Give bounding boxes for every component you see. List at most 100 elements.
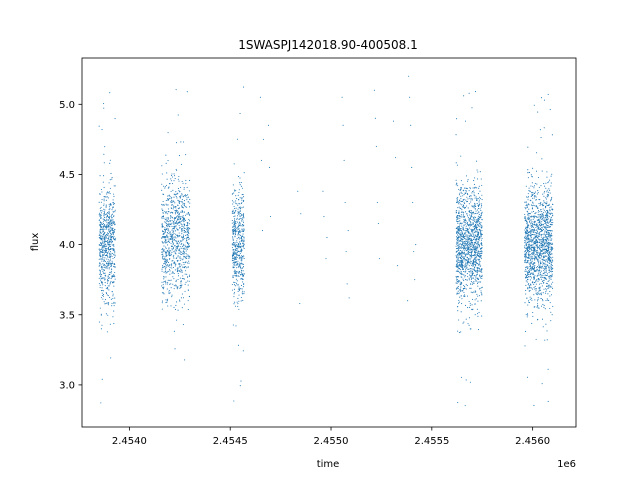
data-point xyxy=(463,241,465,243)
data-point xyxy=(524,239,526,242)
data-point xyxy=(181,198,183,200)
data-point xyxy=(101,282,103,284)
data-point xyxy=(470,287,472,289)
data-point xyxy=(478,233,480,235)
data-point xyxy=(232,257,234,259)
data-point xyxy=(238,290,240,292)
data-point xyxy=(547,266,549,268)
data-point xyxy=(161,208,163,210)
data-point xyxy=(187,196,189,198)
data-point xyxy=(474,177,476,179)
data-point xyxy=(106,253,108,255)
data-point xyxy=(533,231,535,233)
data-point xyxy=(551,219,553,221)
data-point xyxy=(549,226,551,228)
data-point xyxy=(457,230,459,232)
data-point xyxy=(468,261,470,263)
data-point xyxy=(545,218,547,220)
data-point xyxy=(538,228,540,230)
data-point xyxy=(465,243,468,245)
data-point xyxy=(235,231,237,233)
data-point xyxy=(238,191,240,194)
data-point xyxy=(524,247,526,249)
data-point xyxy=(533,241,535,243)
data-point xyxy=(170,233,172,235)
data-point xyxy=(181,271,183,273)
data-point xyxy=(240,278,242,280)
data-point xyxy=(531,234,533,236)
data-point xyxy=(480,236,482,238)
data-point xyxy=(540,97,543,99)
data-point xyxy=(466,234,468,236)
data-point xyxy=(184,194,186,196)
data-point xyxy=(550,239,552,242)
data-point xyxy=(238,228,240,230)
data-point xyxy=(551,275,553,277)
data-point xyxy=(166,178,168,180)
data-point xyxy=(465,265,467,267)
data-point xyxy=(242,217,244,219)
data-point xyxy=(473,282,475,284)
data-point xyxy=(480,269,483,271)
data-point xyxy=(233,192,235,194)
data-point xyxy=(546,210,549,213)
data-point xyxy=(236,198,238,200)
data-point xyxy=(106,255,109,257)
data-point xyxy=(528,215,530,217)
data-point xyxy=(458,271,460,273)
data-point xyxy=(526,229,528,231)
data-point xyxy=(469,237,471,240)
data-point xyxy=(471,274,474,276)
data-point xyxy=(242,206,244,208)
data-point xyxy=(108,237,110,239)
data-point xyxy=(187,227,189,229)
data-point xyxy=(243,239,245,241)
data-point xyxy=(239,243,241,245)
data-point xyxy=(238,245,240,247)
data-point xyxy=(177,286,179,288)
data-point xyxy=(456,216,458,218)
data-point xyxy=(111,236,113,238)
data-point xyxy=(186,91,188,93)
data-point xyxy=(164,238,166,240)
data-point xyxy=(546,252,548,254)
data-point xyxy=(236,227,238,229)
data-point xyxy=(173,236,175,238)
data-point xyxy=(167,236,169,238)
data-point xyxy=(112,282,114,284)
data-point xyxy=(177,229,179,231)
data-point xyxy=(113,274,115,276)
data-point xyxy=(470,214,473,216)
data-point xyxy=(241,202,243,204)
data-point xyxy=(537,259,539,261)
data-point xyxy=(537,261,539,263)
data-point xyxy=(455,264,457,266)
data-point xyxy=(107,238,109,240)
data-point xyxy=(457,213,460,215)
data-point xyxy=(475,224,477,227)
data-point xyxy=(240,240,242,242)
data-point xyxy=(524,259,526,261)
data-point xyxy=(179,287,181,289)
data-point xyxy=(544,211,546,213)
data-point xyxy=(536,246,538,248)
data-point xyxy=(534,232,536,234)
data-point xyxy=(467,276,469,278)
data-point xyxy=(171,251,173,253)
data-point xyxy=(456,243,458,245)
data-point xyxy=(103,269,105,271)
data-point xyxy=(532,201,534,203)
data-point xyxy=(103,249,105,252)
data-point xyxy=(465,229,468,232)
plot-frame xyxy=(81,57,577,428)
data-point xyxy=(177,199,179,201)
data-point xyxy=(468,241,470,243)
data-point xyxy=(235,248,237,250)
data-point xyxy=(547,204,550,206)
data-point xyxy=(530,229,532,231)
data-point xyxy=(529,221,531,223)
data-point xyxy=(550,217,552,219)
data-point xyxy=(536,193,538,195)
data-point xyxy=(471,264,473,267)
data-point xyxy=(183,256,185,258)
